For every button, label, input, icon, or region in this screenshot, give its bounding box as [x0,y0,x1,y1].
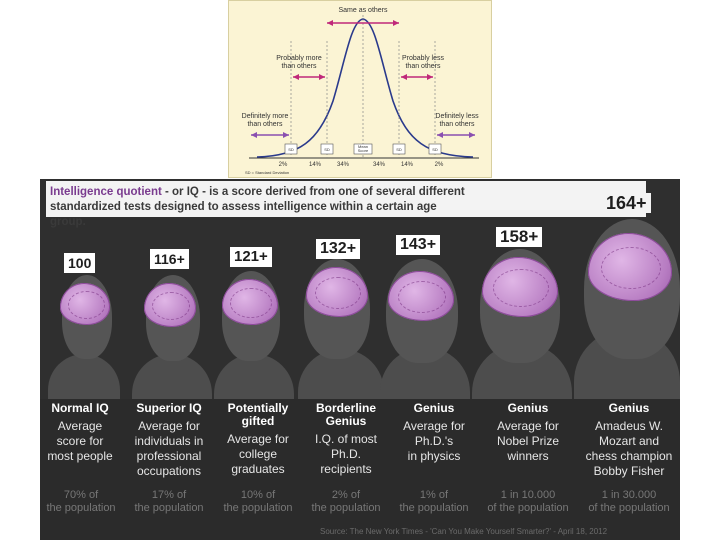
intro-highlight: Intelligence quotient [50,186,162,198]
percent-label: 14% [308,162,321,168]
column-title: Potentially gifted [227,401,289,428]
percent-label: 34% [336,162,349,168]
iq-value: 143+ [396,235,441,255]
column-description: Average for Nobel Prize winners [496,419,560,463]
column-superior-iq: Superior IQ Average for individuals in p… [124,402,214,479]
column-borderline-genius: Borderline Genius I.Q. of most Ph.D. rec… [304,402,388,477]
column-title: Genius [507,401,549,415]
iq-value: 158+ [496,227,543,247]
iq-value: 164+ [602,193,651,213]
percent-label: 2% [434,162,444,168]
iq-infographic: Intelligence quotient - or IQ - is a sco… [40,179,680,540]
column-genius-physics: Genius Average for Ph.D.'s in physics [392,402,476,464]
intro-text: Intelligence quotient - or IQ - is a sco… [50,185,470,230]
brain-icon [144,283,196,327]
column-title: Superior IQ [136,401,202,415]
brain-icon [588,233,672,301]
bell-curve-graphic [249,15,479,159]
bell-curve-panel: Same as others Probably more than others… [228,0,492,178]
percent-label: 14% [400,162,413,168]
sd-box-2: SD [324,147,330,152]
column-genius-nobel: Genius Average for Nobel Prize winners [482,402,574,464]
sd-box-3: SD [396,147,402,152]
population-stat: 1 in 30.000 of the population [588,489,670,514]
iq-value: 116+ [150,249,189,269]
percent-label: 34% [372,162,385,168]
column-title: Borderline Genius [315,401,376,428]
population-stat: 2% of the population [311,489,381,514]
column-title: Genius [413,401,455,415]
column-potentially-gifted: Potentially gifted Average for college g… [218,402,298,477]
percent-label: 2% [278,162,288,168]
sd-box-4: SD [432,147,438,152]
intro-banner: Intelligence quotient - or IQ - is a sco… [46,181,646,228]
column-description: Average for college graduates [227,432,289,476]
brain-icon [306,267,368,317]
iq-value: 100 [64,253,96,273]
iq-value: 121+ [230,247,272,267]
column-description: Average for Ph.D.'s in physics [403,419,465,463]
brain-icon [482,257,558,317]
probably-less-label: Probably less than others [401,55,445,70]
brain-icon [222,279,278,325]
brain-icon [388,271,454,321]
brain-icon [60,283,110,325]
column-description: I.Q. of most Ph.D. recipients [314,432,377,476]
definitely-more-label: Definitely more than others [241,113,289,128]
intro-rest: - or IQ - is a score derived from one of… [50,186,465,228]
column-description: Average score for most people [47,419,113,463]
probably-more-label: Probably more than others [276,55,322,70]
column-title: Normal IQ [51,401,109,415]
population-stat: 1% of the population [399,489,469,514]
column-description: Average for individuals in professional … [134,419,204,478]
column-description: Amadeus W. Mozart and chess champion Bob… [585,419,673,478]
column-normal-iq: Normal IQ Average score for most people [40,402,120,464]
sd-note: SD = Standard Deviation [245,170,290,175]
iq-value: 132+ [316,239,361,259]
population-stat: 1 in 10.000 of the population [487,489,569,514]
population-stat: 17% of the population [134,489,204,514]
definitely-less-label: Definitely less than others [435,113,479,128]
source-credit: Source: The New York Times - 'Can You Ma… [320,527,608,536]
population-stat: 70% of the population [46,489,116,514]
mean-score-box: Mean Score [357,144,369,153]
column-genius-mozart: Genius Amadeus W. Mozart and chess champ… [578,402,680,479]
sd-box-1: SD [288,147,294,152]
descriptions-panel: Normal IQ Average score for most people … [40,399,680,540]
population-stat: 10% of the population [223,489,293,514]
same-as-others-label: Same as others [338,7,388,14]
column-title: Genius [608,401,650,415]
